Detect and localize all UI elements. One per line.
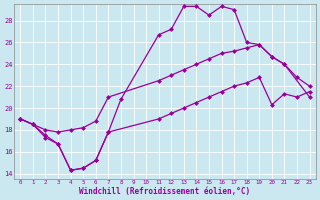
X-axis label: Windchill (Refroidissement éolien,°C): Windchill (Refroidissement éolien,°C) xyxy=(79,187,251,196)
